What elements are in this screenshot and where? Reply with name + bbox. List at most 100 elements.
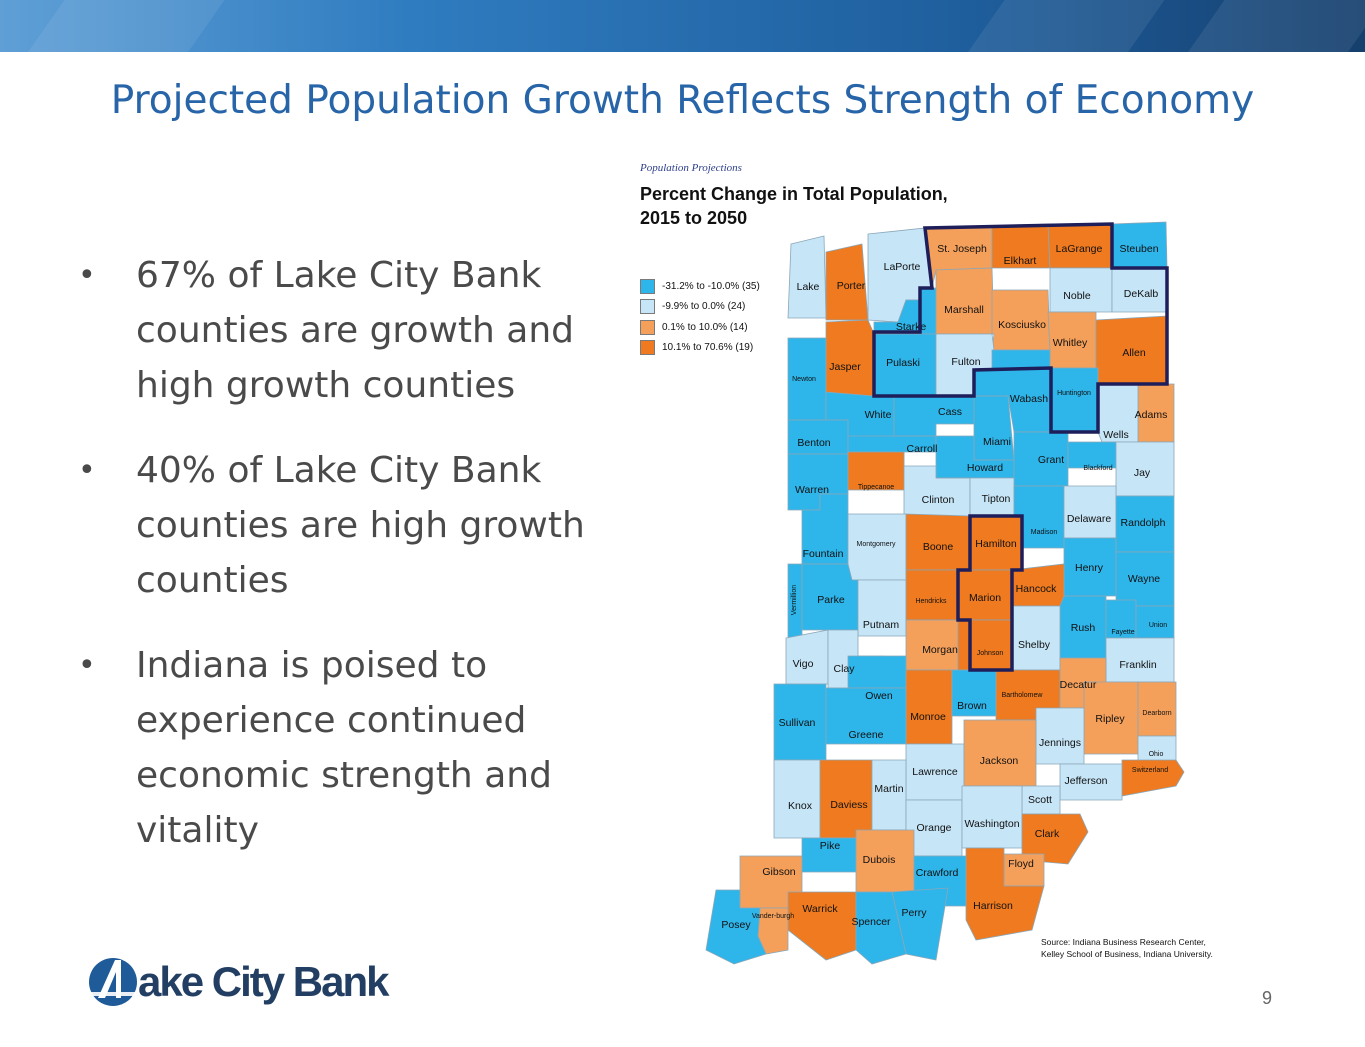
county-label-vigo: Vigo (793, 658, 814, 670)
county-label-steuben: Steuben (1119, 243, 1158, 255)
county-hendricks (905, 569, 959, 621)
lake-city-bank-logo: ake City Bank (88, 952, 418, 1012)
bullet-dot: • (78, 453, 96, 488)
indiana-county-map: .c1 { fill: #2eb5ea; } .c2 { fill: #c6e5… (705, 221, 1185, 965)
legend-swatch (640, 319, 655, 335)
county-label-warrick: Warrick (802, 903, 838, 915)
county-label-henry: Henry (1075, 562, 1104, 574)
legend-label: -9.9% to 0.0% (24) (662, 301, 746, 313)
county-label-benton: Benton (797, 437, 830, 449)
county-label-ohio: Ohio (1149, 751, 1164, 758)
county-label-fayette: Fayette (1111, 629, 1134, 636)
bullet-text: 67% of Lake City Bank counties are growt… (136, 255, 575, 406)
map-legend: -31.2% to -10.0% (35) -9.9% to 0.0% (24)… (640, 276, 760, 358)
county-martin (871, 759, 907, 831)
county-label-jasper: Jasper (829, 361, 861, 373)
indiana-map-figure: .c1 { fill: #2eb5ea; } .c2 { fill: #c6e5… (636, 160, 1236, 980)
county-label-fulton: Fulton (951, 356, 980, 368)
legend-label: 0.1% to 10.0% (14) (662, 321, 748, 333)
map-title-line2: 2015 to 2050 (640, 208, 748, 228)
county-monroe (905, 669, 953, 745)
county-label-orange: Orange (916, 822, 951, 834)
slide-title: Projected Population Growth Reflects Str… (110, 78, 1255, 123)
service-area-outline-central (956, 514, 1024, 672)
legend-swatch (640, 299, 655, 315)
county-label-randolph: Randolph (1121, 517, 1166, 529)
county-label-wabash: Wabash (1010, 393, 1048, 405)
bullet-text: Indiana is poised to experience continue… (136, 645, 552, 851)
county-label-elkhart: Elkhart (1004, 255, 1037, 267)
county-label-hendricks: Hendricks (915, 598, 947, 605)
bullet-item: • 40% of Lake City Bank counties are high… (78, 443, 618, 608)
county-label-gibson: Gibson (762, 866, 795, 878)
legend-label: 10.1% to 70.6% (19) (662, 342, 754, 354)
legend-label: -31.2% to -10.0% (35) (662, 280, 760, 292)
county-lake (787, 235, 827, 319)
legend-item: 0.1% to 10.0% (14) (640, 317, 760, 338)
county-label-pulaski: Pulaski (886, 357, 920, 369)
county-label-marshall: Marshall (944, 304, 984, 316)
county-label-madison: Madison (1031, 529, 1058, 536)
county-label-laporte: LaPorte (884, 261, 921, 273)
county-owen (847, 655, 907, 689)
legend-item: -9.9% to 0.0% (24) (640, 297, 760, 318)
county-label-miami: Miami (983, 436, 1011, 448)
bullet-dot: • (78, 258, 96, 293)
legend-item: -31.2% to -10.0% (35) (640, 276, 760, 297)
county-jackson (963, 719, 1037, 787)
page-number: 9 (1262, 988, 1273, 1008)
county-label-johnson: Johnson (977, 650, 1004, 657)
county-label-knox: Knox (788, 800, 813, 812)
county-label-howard: Howard (967, 462, 1003, 474)
county-label-carroll: Carroll (907, 443, 938, 455)
header-banner (0, 0, 1365, 52)
county-label-dekalb: DeKalb (1124, 288, 1159, 300)
county-label-ripley: Ripley (1095, 713, 1125, 725)
county-label-cass: Cass (938, 406, 962, 418)
county-johnson (957, 619, 1013, 671)
county-label-tippecanoe: Tippecanoe (858, 484, 894, 491)
county-label-union: Union (1149, 622, 1167, 629)
county-label-vander-burgh: Vander-burgh (752, 913, 794, 920)
county-label-clinton: Clinton (922, 494, 955, 506)
county-label-warren: Warren (795, 484, 829, 496)
county-label-clark: Clark (1035, 828, 1060, 840)
county-label-posey: Posey (721, 919, 751, 931)
county-label-greene: Greene (848, 729, 883, 741)
county-label-morgan: Morgan (922, 644, 958, 656)
bullet-item: • Indiana is poised to experience continu… (78, 638, 618, 858)
county-label-boone: Boone (923, 541, 954, 553)
source-line1: Source: Indiana Business Research Center… (1041, 937, 1206, 947)
legend-swatch (640, 278, 655, 294)
bullet-list: • 67% of Lake City Bank counties are grow… (78, 248, 618, 888)
map-subtitle: Population Projections (640, 162, 742, 174)
county-label-rush: Rush (1071, 622, 1096, 634)
county-label-allen: Allen (1122, 347, 1146, 359)
county-label-spencer: Spencer (851, 916, 891, 928)
source-line2: Kelley School of Business, Indiana Unive… (1041, 949, 1213, 959)
county-label-st-joseph: St. Joseph (937, 243, 987, 255)
county-label-white: White (865, 409, 892, 421)
county-label-dubois: Dubois (863, 854, 896, 866)
county-clark (1021, 813, 1089, 865)
county-label-pike: Pike (820, 840, 841, 852)
county-jennings (1035, 707, 1085, 765)
county-label-bartholomew: Bartholomew (1002, 692, 1044, 699)
legend-item: 10.1% to 70.6% (19) (640, 338, 760, 359)
county-label-switzerland: Switzerland (1132, 767, 1168, 774)
county-label-whitley: Whitley (1053, 337, 1088, 349)
county-label-newton: Newton (792, 376, 816, 383)
map-title-line1: Percent Change in Total Population, (640, 184, 948, 204)
county-label-putnam: Putnam (863, 619, 899, 631)
county-label-tipton: Tipton (982, 493, 1011, 505)
county-label-wells: Wells (1103, 429, 1128, 441)
county-label-scott: Scott (1028, 794, 1052, 806)
county-label-sullivan: Sullivan (779, 717, 816, 729)
county-label-montgomery: Montgomery (857, 541, 896, 548)
county-label-wayne: Wayne (1128, 573, 1160, 585)
county-label-noble: Noble (1063, 290, 1091, 302)
county-posey (705, 889, 767, 965)
county-cass (893, 395, 975, 437)
county-label-fountain: Fountain (803, 548, 844, 560)
county-label-jefferson: Jefferson (1065, 775, 1108, 787)
